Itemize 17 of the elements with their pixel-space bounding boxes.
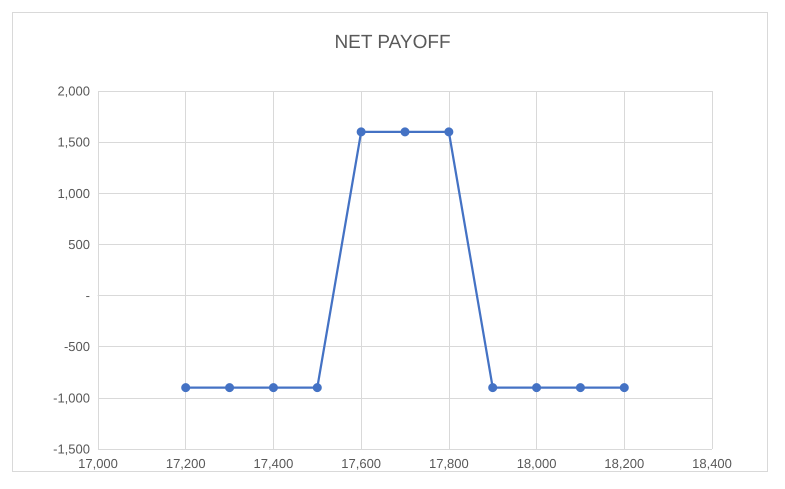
chart-title: NET PAYOFF (334, 32, 451, 53)
y-tick-label: -1,000 (53, 390, 90, 406)
y-tick-label: - (86, 288, 90, 304)
x-tick-label: 17,000 (78, 456, 118, 471)
y-tick-label: -1,500 (53, 442, 90, 456)
x-tick-label: 17,800 (428, 456, 469, 471)
y-tick-label: 1,500 (57, 134, 90, 150)
y-tick-label: 500 (68, 236, 90, 252)
x-tick-label: 18,200 (604, 456, 644, 471)
y-tick-label: 1,000 (57, 186, 90, 201)
x-tick-label: 18,000 (516, 456, 556, 471)
y-tick-label: 2,000 (57, 84, 90, 98)
y-tick-label: -500 (64, 339, 90, 354)
x-tick-label: 18,400 (692, 456, 732, 471)
x-tick-label: 17,200 (166, 456, 206, 471)
x-tick-label: 17,600 (341, 456, 382, 471)
x-tick-label: 17,400 (254, 456, 294, 471)
